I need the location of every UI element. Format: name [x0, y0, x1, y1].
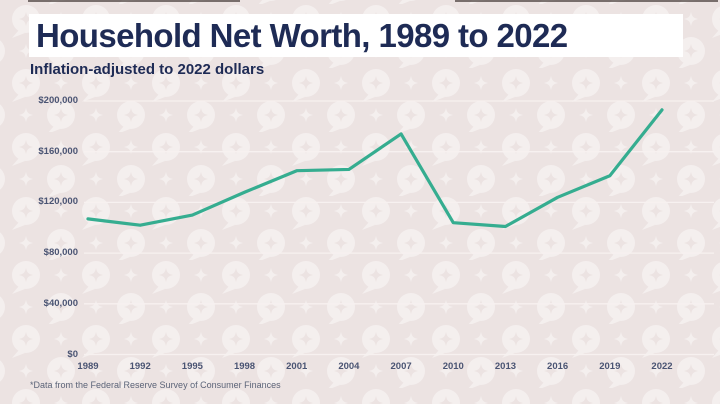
x-axis-tick-label: 2001: [286, 361, 308, 372]
y-axis-tick-label: $160,000: [38, 145, 78, 157]
y-axis-tick-label: $0: [67, 348, 78, 360]
x-axis-tick-label: 2016: [547, 361, 569, 372]
top-border-segment-right: [455, 0, 718, 2]
x-axis-tick-label: 2022: [651, 361, 673, 372]
x-axis-tick-label: 2004: [338, 361, 360, 372]
net-worth-series-line: [86, 108, 664, 229]
x-axis-tick-label: 2010: [442, 361, 464, 372]
x-axis-tick-label: 1998: [233, 361, 256, 372]
y-axis-tick-label: $200,000: [38, 95, 78, 106]
x-axis-tick-label: 2007: [390, 361, 412, 372]
y-axis-tick-label: $40,000: [43, 297, 78, 309]
x-axis-tick-label: 2019: [599, 361, 621, 372]
x-axis-tick-label: 1992: [129, 361, 151, 372]
page-title: Household Net Worth, 1989 to 2022: [36, 16, 568, 54]
y-axis-tick-label: $120,000: [38, 196, 78, 208]
source-footnote: *Data from the Federal Reserve Survey of…: [30, 380, 281, 390]
top-border-segment-left: [28, 0, 240, 2]
y-axis-tick-label: $80,000: [43, 247, 78, 259]
title-highlight-bar: Household Net Worth, 1989 to 2022: [29, 14, 683, 57]
page-subtitle: Inflation-adjusted to 2022 dollars: [30, 61, 265, 78]
x-axis-tick-label: 1995: [181, 361, 203, 372]
x-axis-tick-label: 1989: [77, 361, 99, 372]
x-axis-tick-label: 2013: [494, 361, 517, 372]
